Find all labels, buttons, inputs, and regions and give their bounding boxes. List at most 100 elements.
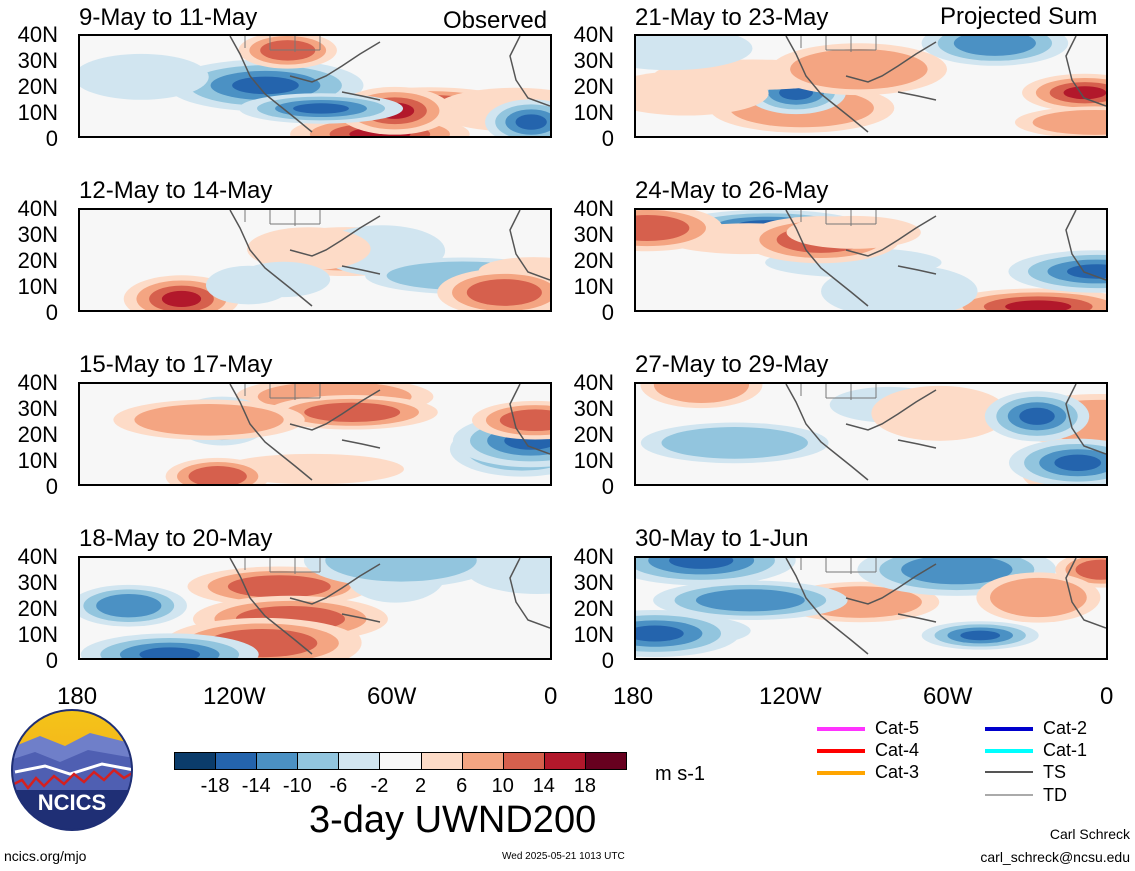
footer-timestamp: Wed 2025-05-21 1013 UTC (502, 851, 625, 862)
map-panel-observed-4 (78, 556, 552, 660)
lat-label: 20N (17, 422, 58, 447)
lon-label: 60W (923, 683, 973, 710)
panel-title: 21-May to 23-May (635, 4, 829, 31)
map-panel-projected-3 (634, 382, 1108, 486)
colorbar-swatch (256, 752, 299, 770)
colorbar-swatch (338, 752, 381, 770)
colorbar-label: -18 (200, 775, 230, 797)
legend-line (817, 749, 865, 753)
map-panel-projected-1 (634, 34, 1108, 138)
colorbar-swatch (420, 752, 463, 770)
lat-label: 40N (17, 544, 58, 569)
observed-label: Observed (443, 7, 548, 34)
lon-label: 0 (1100, 683, 1114, 710)
colorbar-label: -6 (329, 775, 348, 797)
lon-label: 120W (759, 683, 822, 710)
lat-label: 10N (573, 274, 614, 299)
footer-url[interactable]: ncics.org/mjo (4, 848, 87, 864)
panel-title: 30-May to 1-Jun (635, 525, 809, 552)
map-panel-projected-4 (634, 556, 1108, 660)
lat-label: 30N (17, 222, 58, 247)
lat-label: 10N (573, 100, 614, 125)
lon-label: 0 (544, 683, 558, 710)
colorbar-swatch (215, 752, 258, 770)
lat-label: 30N (573, 396, 614, 421)
lat-label: 40N (17, 370, 58, 395)
panel-title: 24-May to 26-May (635, 177, 829, 204)
colorbar-label: 6 (456, 775, 468, 797)
colorbar-label: 18 (573, 775, 597, 797)
lat-label: 0 (45, 648, 58, 673)
lon-label: 180 (57, 683, 98, 710)
panel-title: 27-May to 29-May (635, 351, 829, 378)
footer-author: Carl Schreck (1049, 826, 1130, 842)
panel-title: 15-May to 17-May (79, 351, 273, 378)
lat-label: 0 (601, 300, 614, 325)
lat-label: 0 (601, 474, 614, 499)
legend-label: TD (1043, 785, 1067, 805)
colorbar-label: -14 (241, 775, 271, 797)
map-panel-observed-3 (78, 382, 552, 486)
colorbar-label: 14 (532, 775, 555, 797)
lat-label: 30N (17, 396, 58, 421)
lat-label: 10N (573, 622, 614, 647)
lon-label: 120W (203, 683, 266, 710)
colorbar-label: -2 (370, 775, 389, 797)
colorbar-swatch (502, 752, 545, 770)
lat-label: 0 (45, 300, 58, 325)
colorbar-label: -10 (282, 775, 312, 797)
lat-label: 0 (45, 126, 58, 151)
legend-line (985, 749, 1033, 753)
lat-label: 20N (573, 248, 614, 273)
lon-label: 180 (613, 683, 654, 710)
lat-label: 10N (17, 622, 58, 647)
colorbar-swatch (174, 752, 217, 770)
legend-label: TS (1043, 762, 1067, 782)
panel-title: 12-May to 14-May (79, 177, 273, 204)
legend-line (985, 794, 1033, 796)
colorbar-units: m s-1 (655, 763, 705, 785)
footer-email[interactable]: carl_schreck@ncsu.edu (980, 849, 1130, 865)
lat-label: 40N (573, 196, 614, 221)
legend-line (985, 771, 1033, 773)
map-panel-projected-2 (634, 208, 1108, 312)
lat-label: 0 (601, 648, 614, 673)
lat-label: 40N (17, 22, 58, 47)
lat-label: 20N (573, 74, 614, 99)
logo-text: NCICS (37, 790, 107, 815)
lat-label: 10N (573, 448, 614, 473)
panel-title: 18-May to 20-May (79, 525, 273, 552)
lat-label: 20N (573, 596, 614, 621)
colorbar-swatch (461, 752, 504, 770)
panel-title: 9-May to 11-May (79, 4, 258, 31)
map-panel-observed-1 (78, 34, 552, 138)
colorbar-swatch (543, 752, 586, 770)
legend-label: Cat-1 (1043, 740, 1088, 760)
lat-label: 40N (17, 196, 58, 221)
legend-line (985, 727, 1033, 731)
lat-label: 30N (17, 570, 58, 595)
lat-label: 0 (45, 474, 58, 499)
legend-label: Cat-3 (875, 762, 920, 782)
projected-label: Projected Sum (940, 3, 1098, 30)
lat-label: 20N (17, 248, 58, 273)
lat-label: 30N (573, 48, 614, 73)
legend-label: Cat-2 (1043, 718, 1088, 738)
legend-label: Cat-5 (875, 718, 920, 738)
legend-label: Cat-4 (875, 740, 920, 760)
lat-label: 20N (17, 596, 58, 621)
lat-label: 40N (573, 22, 614, 47)
lat-label: 10N (17, 274, 58, 299)
colorbar-swatch (379, 752, 422, 770)
lat-label: 10N (17, 100, 58, 125)
lat-label: 40N (573, 370, 614, 395)
colorbar-swatch (584, 752, 627, 770)
legend-line (817, 771, 865, 775)
legend-line (817, 727, 865, 731)
map-panel-observed-2 (78, 208, 552, 312)
lat-label: 40N (573, 544, 614, 569)
lat-label: 0 (601, 126, 614, 151)
lat-label: 10N (17, 448, 58, 473)
lon-label: 60W (367, 683, 417, 710)
colorbar-swatch (297, 752, 340, 770)
